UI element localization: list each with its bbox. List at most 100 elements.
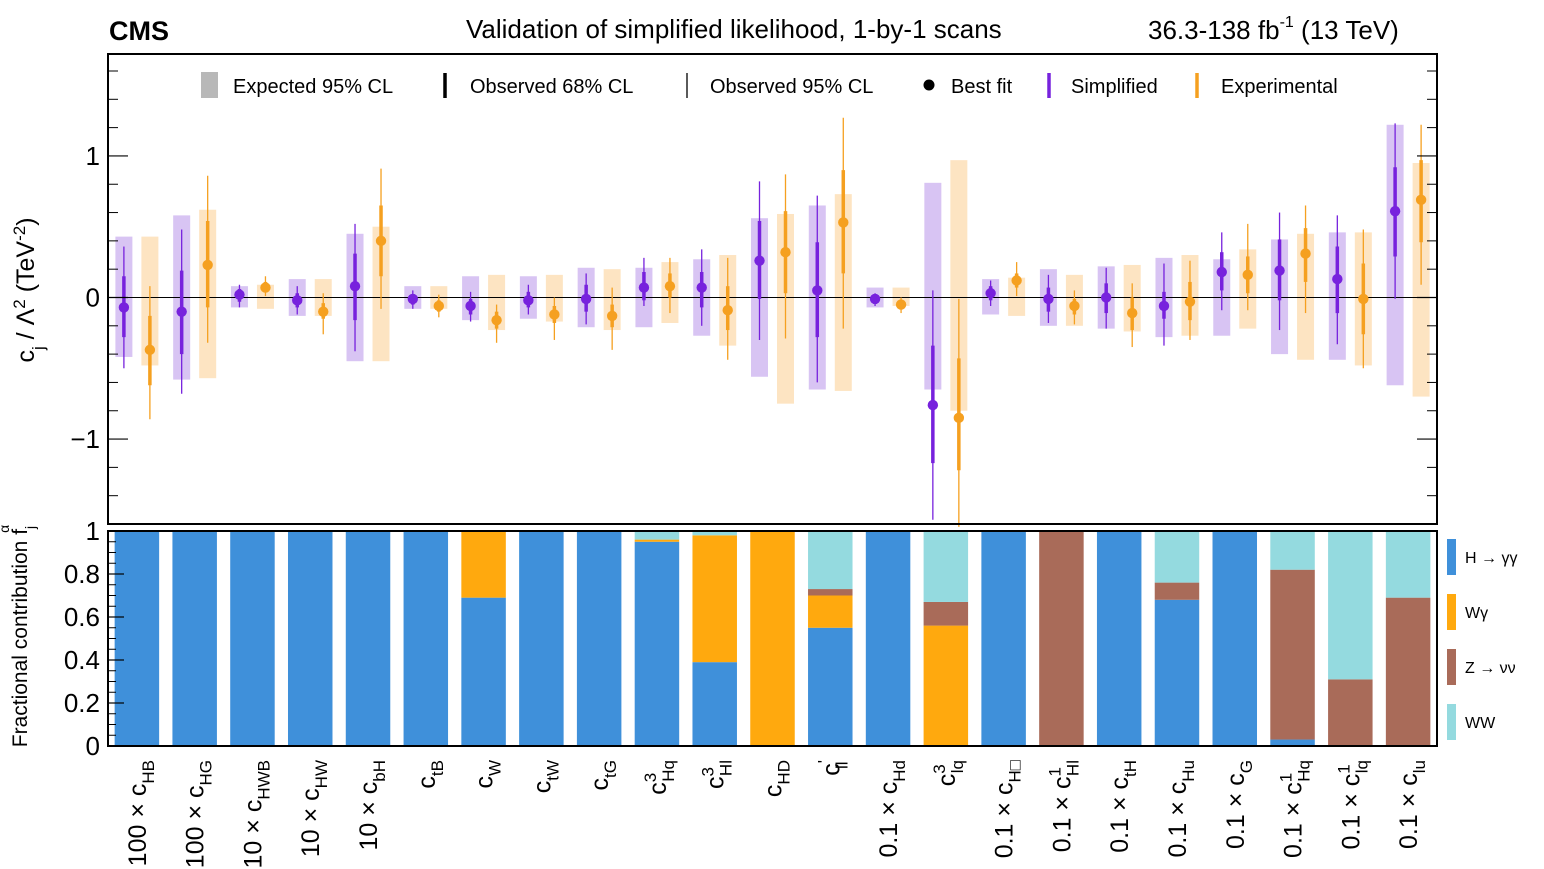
x-tick-label: c3Hq xyxy=(641,760,678,795)
bottom-y-tick-label: 0.6 xyxy=(64,602,100,632)
x-tick-label: 0.1 × cH□ xyxy=(991,760,1025,858)
experimental-best-fit-point xyxy=(549,309,560,320)
x-tick-label: 100 × cHB xyxy=(124,760,158,866)
experimental-best-fit-point xyxy=(1126,307,1138,319)
experimental-best-fit-point xyxy=(144,344,156,356)
bottom-panel: 0 0.2 0.4 0.6 0.8 1 Fractional contribution fj… xyxy=(0,516,1438,761)
energy-label: (13 TeV) xyxy=(1301,15,1399,45)
experimental-best-fit-point xyxy=(375,235,387,247)
experimental-best-fit-point xyxy=(664,280,676,292)
top-y-tick-label: 1 xyxy=(86,141,100,171)
simplified-best-fit-point xyxy=(1389,205,1401,217)
fraction-bar-ww xyxy=(808,531,853,590)
x-tick-label: 0.1 × cHu xyxy=(1164,760,1198,857)
experimental-expected-band xyxy=(1008,277,1026,316)
experimental-expected-band xyxy=(892,287,910,306)
luminosity-base: 36.3-138 fb xyxy=(1148,15,1280,45)
simplified-best-fit-point xyxy=(812,285,823,296)
top-y-axis-title: cj / Λ2 (TeV-2) xyxy=(10,217,48,362)
fraction-bar-wgamma xyxy=(461,531,506,598)
simplified-expected-band xyxy=(924,182,942,390)
experimental-best-fit-point xyxy=(491,314,502,326)
x-tick-label: 10 × cHW xyxy=(297,760,331,857)
fraction-bar-wgamma xyxy=(750,531,795,746)
fraction-bar-hgg xyxy=(403,531,449,746)
bottom-y-axis-title: Fractional contribution fjα xyxy=(0,525,38,748)
simplified-best-fit-point xyxy=(118,302,130,313)
fraction-bar-ww xyxy=(1328,531,1373,680)
x-tick-label: 0.1 × c1lq xyxy=(1334,760,1371,849)
x-tick-label: 100 × cHG xyxy=(182,760,216,868)
legend-label-best: Best fit xyxy=(951,76,1013,98)
experimental-best-fit-point xyxy=(953,412,965,424)
fraction-bar-hgg xyxy=(1096,531,1142,746)
fraction-bar-wgamma xyxy=(808,595,853,628)
fraction-bar-hgg xyxy=(1212,531,1258,746)
top-y-tick-label: −1 xyxy=(70,424,100,454)
x-tick-label: 0.1 × c1Hl xyxy=(1045,760,1082,852)
simplified-best-fit-point xyxy=(1158,300,1170,312)
legend-swatch-ww xyxy=(1447,704,1456,740)
experimental-best-fit-point xyxy=(1415,194,1427,206)
experimental-best-fit-point xyxy=(1300,248,1311,259)
experimental-best-fit-point xyxy=(1184,296,1196,307)
fraction-bar-zvv xyxy=(1270,569,1315,740)
experimental-best-fit-point xyxy=(202,259,213,271)
fraction-bar-ww xyxy=(692,531,737,536)
legend-expected-swatch xyxy=(201,72,218,98)
luminosity-label: 36.3-138 fb-1 (13 TeV) xyxy=(1148,14,1399,46)
simplified-best-fit-point xyxy=(176,306,187,317)
fraction-bar-hgg xyxy=(1154,599,1200,746)
fraction-bar-hgg xyxy=(634,541,680,746)
legend-swatch-wgamma xyxy=(1447,594,1456,630)
fraction-bar-hgg xyxy=(981,531,1026,746)
cms-label: CMS xyxy=(109,16,169,46)
fraction-bar-ww xyxy=(1154,531,1200,583)
top-y-tick-label: 0 xyxy=(86,282,100,312)
fraction-bar-zvv xyxy=(1328,679,1373,746)
experimental-best-fit-point xyxy=(722,305,733,316)
simplified-best-fit-point xyxy=(927,399,939,411)
simplified-best-fit-point xyxy=(1332,273,1343,285)
experimental-best-fit-point xyxy=(260,282,271,293)
experimental-expected-band xyxy=(950,160,968,411)
x-tick-label: 0.1 × cG xyxy=(1222,760,1256,849)
simplified-best-fit-point xyxy=(1274,265,1285,276)
x-tick-label: 10 × cbH xyxy=(355,760,389,851)
legend-label-obs95: Observed 95% CL xyxy=(710,76,873,98)
fraction-bar-hgg xyxy=(808,627,853,746)
simplified-best-fit-point xyxy=(1043,293,1054,305)
fraction-bar-zvv xyxy=(1154,582,1200,600)
fraction-bar-hgg xyxy=(519,531,564,746)
x-tick-label: c'll xyxy=(814,760,851,776)
fraction-bar-ww xyxy=(1270,531,1315,570)
x-tick-label: cHD xyxy=(760,760,794,797)
simplified-best-fit-point xyxy=(292,295,303,306)
experimental-best-fit-point xyxy=(606,310,618,322)
experimental-best-fit-point xyxy=(433,300,445,312)
x-tick-label: c3lq xyxy=(930,760,967,786)
legend-label-wgamma: Wγ xyxy=(1465,605,1488,622)
luminosity-exponent: -1 xyxy=(1279,14,1294,31)
top-panel: −1 0 1 cj / Λ2 (TeV-2) xyxy=(10,53,1438,527)
fraction-bar-hgg xyxy=(114,531,160,746)
legend-label-simplified: Simplified xyxy=(1071,76,1158,98)
fraction-bar-ww xyxy=(634,531,680,540)
fraction-bar-hgg xyxy=(576,531,622,746)
fraction-bar-wgamma xyxy=(923,625,969,746)
fraction-bar-ww xyxy=(1385,531,1431,598)
simplified-best-fit-point xyxy=(1100,292,1112,303)
legend-label-expected: Expected 95% CL xyxy=(233,76,393,98)
simplified-best-fit-point xyxy=(465,300,476,312)
fraction-bar-hgg xyxy=(172,531,217,746)
experimental-best-fit-point xyxy=(895,299,907,310)
simplified-best-fit-point xyxy=(234,289,245,300)
top-plot-frame xyxy=(107,53,1438,525)
legend-label-experimental: Experimental xyxy=(1221,76,1338,98)
legends: Expected 95% CL Observed 68% CL Observed 9… xyxy=(201,72,1517,740)
legend-label-ww: WW xyxy=(1465,715,1496,732)
fraction-bar-zvv xyxy=(923,601,969,626)
simplified-best-fit-point xyxy=(407,293,419,305)
fraction-bar-ww xyxy=(923,531,969,602)
